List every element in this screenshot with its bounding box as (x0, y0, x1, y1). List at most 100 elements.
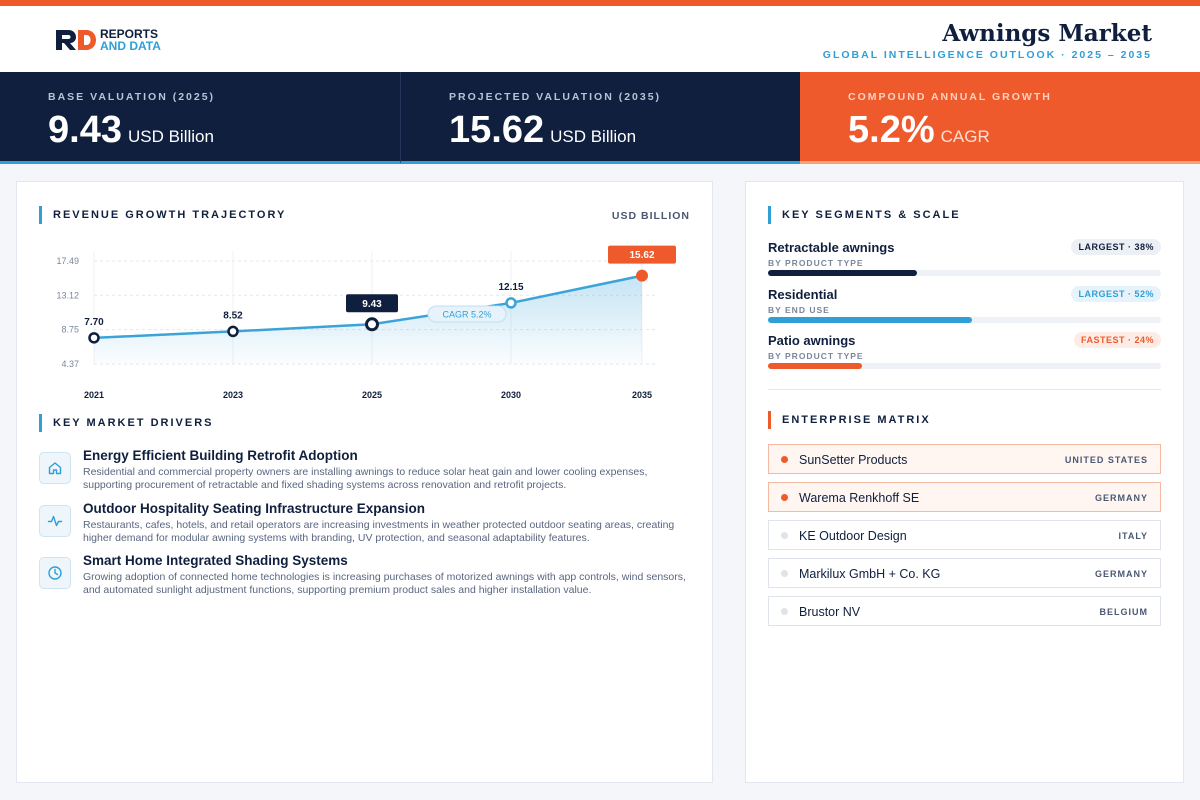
segment-name: Patio awnings (768, 333, 856, 348)
data-point (365, 317, 379, 332)
segments-card: KEY SEGMENTS & SCALE Retractable awnings… (745, 181, 1184, 783)
kpi-label: PROJECTED VALUATION (2035) (449, 91, 662, 103)
driver-title: Smart Home Integrated Shading Systems (83, 553, 348, 568)
data-label: 15.62 (629, 250, 654, 261)
data-point (88, 332, 100, 344)
x-tick-label: 2021 (84, 390, 104, 400)
data-label-box (608, 245, 676, 264)
status-dot-icon (781, 532, 788, 539)
page-header: REPORTS AND DATA Awnings Market GLOBAL I… (0, 6, 1200, 72)
kpi-number: 9.43 (48, 109, 122, 151)
kpi-cagr: COMPOUND ANNUAL GROWTH 5.2% CAGR (800, 72, 1200, 164)
company-name: Brustor NV (799, 605, 861, 619)
revenue-section-title: REVENUE GROWTH TRAJECTORY (39, 206, 286, 224)
company-country: BELGIUM (1099, 607, 1148, 617)
top-accent-bar (0, 0, 1200, 6)
cagr-pill (427, 305, 507, 323)
kpi-value: 5.2% CAGR (848, 108, 990, 159)
segment-name: Retractable awnings (768, 240, 895, 255)
segment-bar-track (768, 363, 1161, 369)
data-label-box (346, 294, 398, 313)
segment-bar-fill (768, 270, 918, 276)
x-tick-label: 2025 (362, 390, 382, 400)
data-label: 9.43 (362, 299, 382, 310)
kpi-value: 9.43 USD Billion (48, 108, 214, 159)
enterprise-row[interactable]: Warema Renkhoff SE GERMANY (768, 482, 1161, 512)
drivers-section-title: KEY MARKET DRIVERS (39, 414, 213, 432)
company-country: UNITED STATES (1064, 455, 1148, 465)
driver-description: Residential and commercial property owne… (83, 466, 648, 491)
data-label: 8.52 (223, 310, 243, 321)
kpi-base-valuation: BASE VALUATION (2025) 9.43 USD Billion (0, 72, 400, 164)
status-dot-icon (781, 456, 788, 463)
company-logo: REPORTS AND DATA (54, 28, 161, 52)
enterprise-row[interactable]: Markilux GmbH + Co. KG GERMANY (768, 558, 1161, 588)
data-point (505, 297, 517, 309)
section-divider (768, 389, 1161, 390)
segment-category: BY PRODUCT TYPE (768, 351, 864, 361)
company-name: SunSetter Products (799, 453, 908, 467)
x-tick-label: 2035 (632, 390, 652, 400)
segment-category: BY END USE (768, 305, 830, 315)
driver-description: Growing adoption of connected home techn… (83, 571, 686, 596)
logo-line-2: AND DATA (100, 39, 161, 53)
x-tick-label: 2023 (223, 390, 243, 400)
driver-title: Outdoor Hospitality Seating Infrastructu… (83, 501, 426, 516)
segment-name: Residential (768, 287, 838, 302)
data-point (227, 325, 239, 338)
segment-row: Retractable awnings BY PRODUCT TYPE LARG… (768, 239, 1161, 280)
company-name: Markilux GmbH + Co. KG (799, 567, 941, 581)
kpi-unit: CAGR (940, 127, 990, 146)
segments-section-title: KEY SEGMENTS & SCALE (768, 206, 961, 224)
segment-row: Residential BY END USE LARGEST · 52% (768, 286, 1161, 327)
chart-unit-label: USD BILLION (611, 210, 690, 222)
kpi-unit: USD Billion (550, 127, 637, 146)
house-icon (39, 452, 71, 484)
page-subtitle: GLOBAL INTELLIGENCE OUTLOOK · 2025 – 203… (822, 49, 1152, 61)
kpi-strip: BASE VALUATION (2025) 9.43 USD Billion PR… (0, 72, 1200, 164)
segment-bar-track (768, 317, 1161, 323)
driver-description: Restaurants, cafes, hotels, and retail o… (83, 519, 675, 544)
segment-bar-fill (768, 363, 863, 369)
chart-area-fill (94, 275, 642, 364)
y-tick-label: 13.12 (56, 290, 79, 300)
company-name: Warema Renkhoff SE (799, 491, 920, 505)
data-label: 7.70 (84, 317, 104, 328)
enterprise-row[interactable]: Brustor NV BELGIUM (768, 596, 1161, 626)
kpi-projected-valuation: PROJECTED VALUATION (2035) 15.62 USD Bill… (400, 72, 800, 164)
kpi-value: 15.62 USD Billion (449, 108, 636, 159)
logo-mark-icon (56, 30, 96, 50)
enterprise-row[interactable]: SunSetter Products UNITED STATES (768, 444, 1161, 474)
company-country: GERMANY (1094, 493, 1148, 503)
page-title: Awnings Market (942, 20, 1152, 47)
logo-wordmark: REPORTS AND DATA (100, 28, 161, 52)
data-label: 12.15 (498, 282, 523, 293)
company-country: GERMANY (1094, 569, 1148, 579)
segment-badge: FASTEST · 24% (1073, 332, 1161, 348)
enterprise-section-title: ENTERPRISE MATRIX (768, 411, 931, 429)
company-name: KE Outdoor Design (799, 529, 907, 543)
clock-icon (39, 557, 71, 589)
y-tick-label: 4.37 (61, 359, 79, 369)
driver-title: Energy Efficient Building Retrofit Adopt… (83, 448, 358, 463)
kpi-number: 15.62 (449, 109, 545, 151)
segment-bar-track (768, 270, 1161, 276)
status-dot-icon (781, 570, 788, 577)
data-point (636, 269, 648, 282)
kpi-number: 5.2% (848, 109, 935, 151)
pulse-icon (39, 505, 71, 537)
segment-row: Patio awnings BY PRODUCT TYPE FASTEST · … (768, 332, 1161, 373)
revenue-line-chart: 4.37 8.75 13.12 17.49 2021 2023 2025 2030 2035 C… (56, 245, 676, 400)
segment-badge: LARGEST · 38% (1071, 239, 1161, 255)
segment-category: BY PRODUCT TYPE (768, 258, 864, 268)
status-dot-icon (781, 494, 788, 501)
kpi-label: BASE VALUATION (2025) (48, 91, 216, 103)
y-tick-label: 8.75 (61, 325, 79, 335)
company-country: ITALY (1118, 531, 1148, 541)
kpi-unit: USD Billion (127, 127, 214, 146)
cagr-pill-label: CAGR 5.2% (442, 310, 491, 320)
logo-line-1: REPORTS (100, 27, 159, 41)
enterprise-row[interactable]: KE Outdoor Design ITALY (768, 520, 1161, 550)
revenue-card: REVENUE GROWTH TRAJECTORY USD BILLION 4.… (16, 181, 713, 783)
segment-bar-fill (768, 317, 973, 323)
